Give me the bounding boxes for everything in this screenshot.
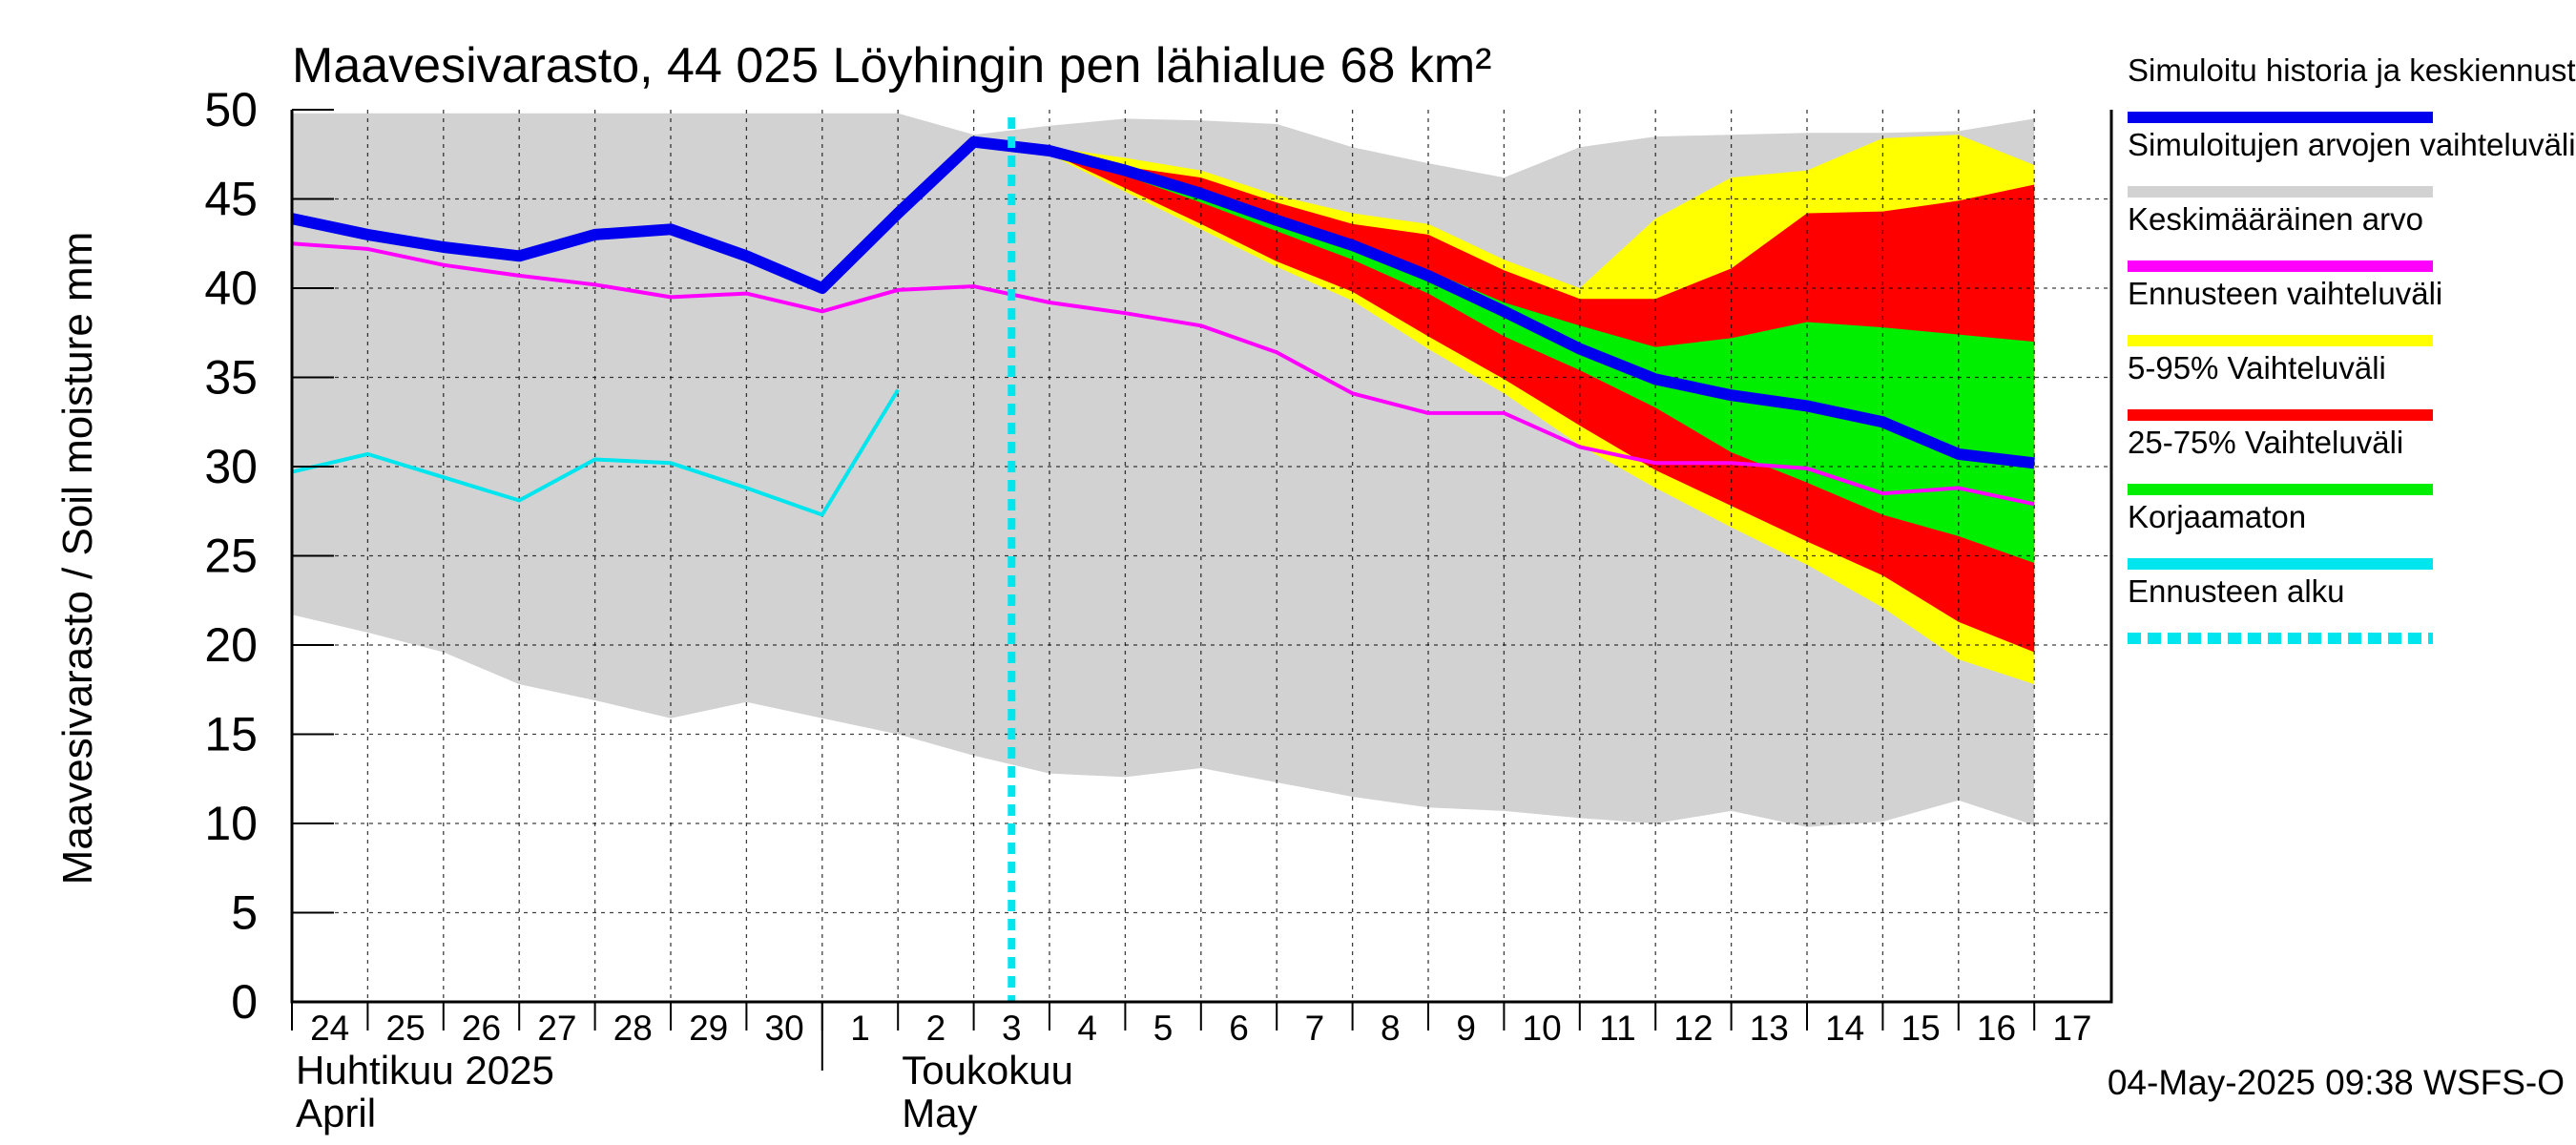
legend-label: Simuloitujen arvojen vaihteluväli 1962-2… <box>2128 127 2576 162</box>
y-tick-label: 25 <box>204 530 258 583</box>
legend-item-6: 25-75% Vaihteluväli <box>2128 425 2433 495</box>
legend-label: Ennusteen vaihteluväli <box>2128 276 2442 311</box>
timestamp-footer: 04-May-2025 09:38 WSFS-O <box>2108 1063 2565 1102</box>
x-tick-label: 25 <box>386 1009 426 1048</box>
y-axis: 0 5 10 15 20 25 30 35 40 45 50 <box>204 83 334 1029</box>
x-tick-label: 26 <box>462 1009 501 1048</box>
y-tick-label: 35 <box>204 351 258 405</box>
x-tick-label: 2 <box>926 1009 946 1048</box>
legend-item-8: Ennusteen alku <box>2128 573 2433 644</box>
x-tick-label: 4 <box>1077 1009 1097 1048</box>
legend: Simuloitu historia ja keskiennuste Simulo… <box>2128 52 2576 644</box>
legend-label: Korjaamaton <box>2128 499 2306 534</box>
x-tick-label: 3 <box>1002 1009 1022 1048</box>
legend-label: 5-95% Vaihteluväli <box>2128 350 2386 385</box>
band-p25-75 <box>1049 151 2035 563</box>
x-tick-label: 12 <box>1673 1009 1713 1048</box>
legend-item-1: Simuloitu historia ja keskiennuste <box>2128 52 2576 123</box>
legend-item-7: Korjaamaton <box>2128 499 2433 570</box>
legend-label: Simuloitu historia ja keskiennuste <box>2128 52 2576 88</box>
y-tick-label: 15 <box>204 708 258 761</box>
legend-label: 25-75% Vaihteluväli <box>2128 425 2403 460</box>
y-tick-label: 30 <box>204 440 258 493</box>
x-tick-label: 28 <box>613 1009 653 1048</box>
chart-title: Maavesivarasto, 44 025 Löyhingin pen läh… <box>292 38 1491 94</box>
y-tick-label: 20 <box>204 618 258 672</box>
x-tick-label: 9 <box>1456 1009 1476 1048</box>
plot-area <box>290 110 2113 1004</box>
x-tick-label: 10 <box>1523 1009 1562 1048</box>
x-tick-label: 16 <box>1977 1009 2016 1048</box>
legend-item-2: Simuloitujen arvojen vaihteluväli 1962-2… <box>2128 127 2576 198</box>
y-tick-label: 5 <box>231 886 258 940</box>
y-axis-label: Maavesivarasto / Soil moisture mm <box>54 232 101 885</box>
x-tick-label: 15 <box>1901 1009 1941 1048</box>
y-tick-label: 40 <box>204 261 258 315</box>
x-tick-label: 14 <box>1825 1009 1864 1048</box>
x-tick-label: 17 <box>2052 1009 2091 1048</box>
legend-label: Keskimääräinen arvo <box>2128 201 2423 237</box>
plot-content <box>292 110 2111 1002</box>
x-tick-label: 5 <box>1153 1009 1174 1048</box>
x-tick-label: 29 <box>689 1009 728 1048</box>
legend-item-4: Ennusteen vaihteluväli <box>2128 276 2442 346</box>
line-sim <box>292 135 2035 469</box>
y-tick-label: 0 <box>231 975 258 1029</box>
line-uncorrected <box>292 388 900 517</box>
legend-item-5: 5-95% Vaihteluväli <box>2128 350 2433 421</box>
month-label: Huhtikuu 2025 <box>296 1048 554 1093</box>
x-tick-label: 11 <box>1599 1009 1635 1048</box>
x-tick-label: 27 <box>537 1009 576 1048</box>
x-tick-label: 6 <box>1229 1009 1249 1048</box>
x-tick-label: 30 <box>765 1009 804 1048</box>
legend-item-3: Keskimääräinen arvo <box>2128 201 2433 272</box>
x-axis: 24 25 26 27 28 29 30 1 2 3 4 5 6 7 8 9 10 11 12 13 14 15 16 17H… <box>291 1002 2091 1135</box>
x-tick-label: 13 <box>1750 1009 1789 1048</box>
line-mean <box>292 241 2035 507</box>
x-tick-label: 8 <box>1381 1009 1401 1048</box>
x-tick-label: 24 <box>310 1009 349 1048</box>
x-tick-label: 7 <box>1305 1009 1325 1048</box>
y-tick-label: 50 <box>204 83 258 136</box>
x-tick-label: 1 <box>850 1009 870 1048</box>
y-tick-label: 45 <box>204 173 258 226</box>
y-tick-label: 10 <box>204 797 258 850</box>
month-label: May <box>902 1091 977 1135</box>
band-p5-95 <box>1049 151 2035 653</box>
month-label: Toukokuu <box>902 1048 1073 1093</box>
legend-label: Ennusteen alku <box>2128 573 2345 609</box>
month-label: April <box>296 1091 376 1135</box>
